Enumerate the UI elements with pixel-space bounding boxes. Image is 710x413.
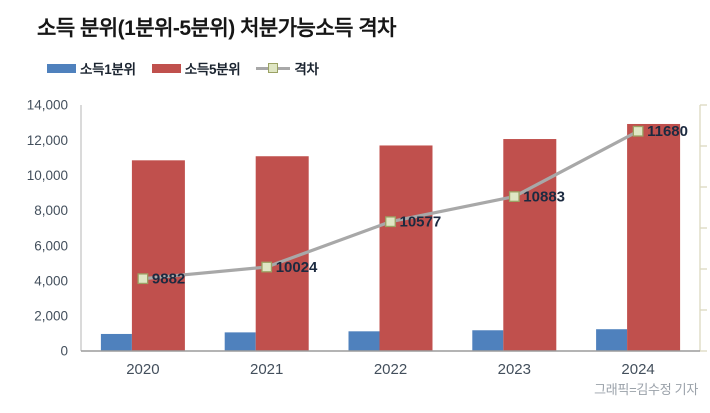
bar-income-q5 [379,145,433,351]
gap-data-label: 9882 [152,271,185,288]
legend-item-gap: 격차 [256,58,319,78]
x-tick-label: 2020 [126,361,159,378]
gap-square-marker [137,273,149,285]
legend-label: 소득5분위 [184,62,241,77]
y-tick-label: 0 [60,344,68,359]
legend-swatch-income-q1 [47,63,76,73]
y-tick-label: 6,000 [34,238,68,253]
bar-income-q1 [596,329,628,351]
legend-item-income-q5: 소득5분위 [151,58,241,78]
bar-income-q1 [224,332,256,351]
gap-data-label: 10883 [523,189,565,206]
legend-label: 소득1분위 [80,62,136,77]
gap-data-label: 11680 [647,123,688,140]
gap-square-marker [508,191,520,202]
y-tick-label: 10,000 [27,168,68,183]
bar-income-q1 [348,331,380,351]
x-tick-label: 2023 [498,361,531,378]
legend-swatch-income-q5 [151,63,181,73]
x-tick-label: 2021 [250,361,283,378]
legend-label: 격차 [294,62,319,77]
bar-income-q5 [503,139,557,351]
gap-square-marker [385,216,396,228]
legend-line-marker-icon [256,62,291,74]
chart-title: 소득 분위(1분위-5분위) 처분가능소득 격차 [37,17,396,40]
bar-income-q5 [131,160,185,351]
y-tick-label: 4,000 [34,273,68,288]
gap-square-marker [261,261,273,273]
y-tick-label: 2,000 [34,309,68,324]
x-tick-label: 2022 [374,361,407,378]
legend-square-marker [268,62,279,73]
y-tick-label: 14,000 [27,98,68,113]
credit-text: 그래픽=김수정 기자 [594,382,698,397]
bar-income-q1 [472,330,504,351]
legend: 소득1분위 소득5분위 격차 [47,58,319,78]
bar-income-q5 [627,123,681,351]
bar-income-q1 [100,333,132,351]
y-tick-label: 8,000 [34,203,68,218]
gap-data-label: 10024 [276,259,318,276]
y-tick-label: 12,000 [27,133,68,148]
gap-data-label: 10577 [400,214,442,231]
x-tick-label: 2024 [621,361,654,378]
legend-item-income-q1: 소득1분위 [47,58,136,78]
gap-square-marker [632,125,644,137]
